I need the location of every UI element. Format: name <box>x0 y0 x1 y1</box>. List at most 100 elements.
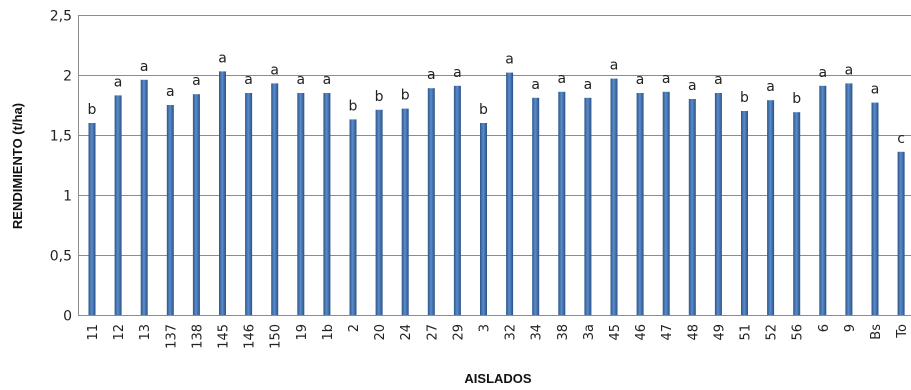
bar-data-label: b <box>740 90 749 106</box>
bar <box>871 102 879 315</box>
bar <box>140 79 148 315</box>
bar <box>767 100 775 315</box>
bars <box>88 71 905 316</box>
x-tick-label: 146 <box>243 324 258 349</box>
x-tick-label: 48 <box>686 324 701 341</box>
bar-data-label: a <box>688 78 697 94</box>
bar <box>845 83 853 316</box>
bar <box>636 93 644 315</box>
bar-data-label: a <box>244 72 253 88</box>
bar <box>480 123 487 315</box>
bar <box>532 97 540 315</box>
bar <box>662 91 670 315</box>
bar-data-label: a <box>845 62 854 78</box>
bar-data-label: a <box>636 72 645 88</box>
bar-data-label: a <box>192 73 201 89</box>
x-tick-label: 1b <box>321 324 336 341</box>
x-tick-label: 138 <box>190 324 205 349</box>
y-tick-label: 2,5 <box>50 9 72 25</box>
x-tick-label: 2 <box>347 324 362 332</box>
bar-labels: b a a a a a a a a a b b b a a b a a a a a a a a a b a b a a a c <box>88 50 905 146</box>
bar <box>88 123 96 315</box>
bar-data-label: a <box>505 52 514 68</box>
bar <box>741 111 748 315</box>
bar <box>897 151 905 315</box>
x-tick-label: 45 <box>608 324 623 341</box>
x-tick-label: 145 <box>217 324 232 349</box>
bar-data-label: a <box>297 72 306 88</box>
y-axis-ticks: 0 0,5 1 1,5 2 2,5 <box>50 9 72 325</box>
x-tick-label: 20 <box>373 324 388 341</box>
x-tick-label: 34 <box>530 324 545 341</box>
bar-data-label: a <box>766 79 775 95</box>
bar-data-label: a <box>453 65 462 81</box>
bar-data-label: a <box>558 71 567 87</box>
x-tick-label: 13 <box>138 324 153 341</box>
x-tick-label: 29 <box>451 324 466 341</box>
bar <box>793 112 801 315</box>
bar <box>688 99 696 315</box>
bar-data-label: a <box>166 84 175 100</box>
bar-data-label: a <box>819 65 828 81</box>
bar-data-label: b <box>792 91 801 107</box>
x-axis-label: AISLADOS <box>464 371 532 386</box>
bar <box>192 94 200 315</box>
bar <box>349 119 357 316</box>
bar-data-label: b <box>401 88 410 104</box>
bar <box>558 91 566 315</box>
x-tick-label: 47 <box>660 324 675 341</box>
bar <box>453 85 461 315</box>
y-axis-label: RENDIMIENTO (t/ha) <box>10 103 25 229</box>
x-tick-label: 52 <box>765 324 780 341</box>
bar-data-label: a <box>714 72 723 88</box>
bar-data-label: b <box>349 98 358 114</box>
bar-data-label: a <box>323 72 332 88</box>
x-tick-label: 51 <box>739 324 754 341</box>
x-tick-label: 38 <box>556 324 571 341</box>
bar-data-label: b <box>375 89 384 105</box>
x-tick-label: 3a <box>582 324 597 340</box>
bar <box>271 83 279 316</box>
bar <box>323 93 331 315</box>
x-tick-label: 24 <box>399 324 414 341</box>
x-tick-label: 56 <box>791 324 806 341</box>
bar-data-label: b <box>88 102 97 118</box>
bar <box>245 93 253 315</box>
bar <box>610 78 618 315</box>
bar-data-label: b <box>479 102 488 118</box>
x-tick-label: 49 <box>712 324 727 341</box>
bar-data-label: a <box>114 74 123 90</box>
x-tick-label: 150 <box>269 324 284 349</box>
bar-data-label: a <box>610 58 619 74</box>
x-tick-label: 3 <box>478 324 493 332</box>
x-tick-label: 137 <box>164 324 179 349</box>
bar <box>375 109 383 315</box>
bar-data-label: a <box>270 62 279 78</box>
x-axis-ticks: 11 12 13 137 138 145 146 150 19 1b 2 20 24 27 29 3 32 34 3… <box>86 324 910 349</box>
bar <box>166 105 174 315</box>
x-tick-label: Bs <box>869 324 884 340</box>
bar <box>584 97 592 315</box>
x-tick-label: 9 <box>843 324 858 332</box>
y-tick-label: 0 <box>63 309 72 325</box>
bar-data-label: a <box>427 67 436 83</box>
y-tick-label: 1,5 <box>50 129 72 145</box>
bar-data-label: a <box>871 82 880 98</box>
x-tick-label: To <box>895 324 910 339</box>
x-tick-label: 32 <box>504 324 519 341</box>
bar-data-label: a <box>140 59 149 75</box>
gridlines <box>78 15 911 316</box>
bar <box>297 93 305 315</box>
bar <box>427 88 435 315</box>
y-tick-label: 0,5 <box>50 249 72 265</box>
bar-data-label: a <box>218 50 227 66</box>
bar <box>506 72 514 315</box>
x-tick-label: 46 <box>634 324 649 341</box>
x-tick-label: 27 <box>425 324 440 341</box>
bar-data-label: a <box>584 77 593 93</box>
x-tick-label: 11 <box>86 324 101 341</box>
bar-data-label: c <box>897 131 905 147</box>
x-tick-label: 6 <box>817 324 832 332</box>
y-tick-label: 1 <box>63 189 72 205</box>
